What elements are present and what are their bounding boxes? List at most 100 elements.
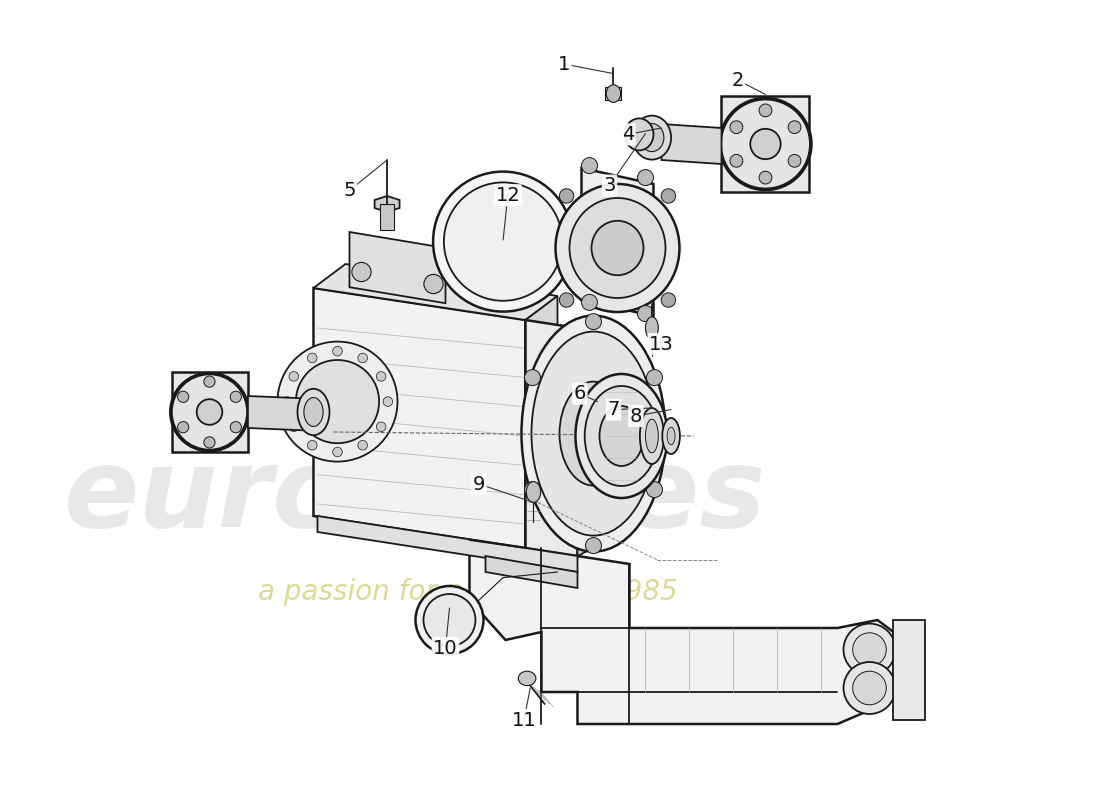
Ellipse shape (170, 373, 249, 451)
Circle shape (283, 397, 292, 406)
Circle shape (730, 121, 743, 134)
Text: 11: 11 (512, 710, 537, 730)
Ellipse shape (640, 408, 664, 464)
Circle shape (376, 371, 386, 382)
Ellipse shape (844, 662, 895, 714)
Circle shape (230, 422, 241, 433)
Circle shape (661, 189, 675, 203)
Circle shape (647, 370, 662, 386)
Text: eurospares: eurospares (64, 442, 767, 550)
Ellipse shape (297, 389, 330, 435)
Text: 6: 6 (574, 384, 586, 403)
Circle shape (383, 397, 393, 406)
Circle shape (230, 391, 241, 402)
Ellipse shape (720, 99, 811, 189)
Circle shape (204, 437, 216, 448)
Ellipse shape (575, 374, 668, 498)
Ellipse shape (632, 115, 671, 160)
Circle shape (759, 171, 772, 184)
Ellipse shape (646, 419, 658, 453)
Ellipse shape (197, 399, 222, 425)
Polygon shape (893, 620, 925, 720)
Circle shape (585, 538, 602, 554)
Circle shape (358, 353, 367, 362)
Polygon shape (485, 556, 578, 588)
Circle shape (585, 314, 602, 330)
Text: a passion for parts since 1985: a passion for parts since 1985 (258, 578, 678, 606)
Circle shape (789, 154, 801, 167)
Polygon shape (526, 296, 558, 548)
Circle shape (638, 170, 653, 186)
Text: 8: 8 (629, 406, 642, 426)
Circle shape (308, 353, 317, 362)
Ellipse shape (433, 171, 573, 312)
Circle shape (332, 346, 342, 356)
Polygon shape (172, 372, 248, 452)
Ellipse shape (585, 386, 658, 486)
Circle shape (525, 482, 540, 498)
Ellipse shape (667, 427, 675, 445)
Ellipse shape (521, 315, 666, 552)
Ellipse shape (444, 182, 562, 301)
Circle shape (296, 360, 380, 443)
Ellipse shape (556, 184, 680, 312)
Polygon shape (578, 320, 594, 556)
Text: 2: 2 (732, 70, 744, 90)
Circle shape (424, 274, 443, 294)
Ellipse shape (424, 594, 475, 646)
Ellipse shape (662, 418, 680, 454)
Circle shape (789, 121, 801, 134)
Text: 7: 7 (607, 400, 619, 419)
Circle shape (525, 370, 540, 386)
Ellipse shape (640, 123, 664, 152)
Circle shape (376, 422, 386, 432)
Circle shape (204, 376, 216, 387)
Circle shape (177, 391, 189, 402)
Text: 13: 13 (649, 334, 674, 354)
Polygon shape (470, 532, 893, 724)
Text: 9: 9 (473, 474, 485, 494)
Text: 1: 1 (558, 54, 570, 74)
Bar (605, 87, 621, 100)
Circle shape (730, 154, 743, 167)
Circle shape (560, 293, 574, 307)
Ellipse shape (592, 221, 644, 275)
Circle shape (289, 422, 298, 432)
Text: 3: 3 (603, 176, 616, 195)
Ellipse shape (560, 382, 627, 486)
Ellipse shape (625, 118, 653, 150)
Text: 5: 5 (343, 181, 355, 200)
Circle shape (358, 441, 367, 450)
Polygon shape (582, 168, 653, 316)
Circle shape (308, 441, 317, 450)
Ellipse shape (600, 406, 643, 466)
Ellipse shape (852, 671, 887, 705)
Polygon shape (318, 516, 578, 572)
Circle shape (661, 293, 675, 307)
Circle shape (647, 482, 662, 498)
Ellipse shape (646, 317, 658, 339)
Circle shape (638, 306, 653, 322)
Polygon shape (375, 196, 399, 212)
Circle shape (277, 342, 397, 462)
Polygon shape (661, 124, 722, 164)
Circle shape (289, 371, 298, 382)
Circle shape (352, 262, 371, 282)
Polygon shape (526, 320, 578, 556)
Text: 4: 4 (621, 125, 634, 144)
Ellipse shape (606, 85, 620, 102)
Circle shape (560, 189, 574, 203)
Ellipse shape (852, 633, 887, 666)
Ellipse shape (844, 624, 895, 675)
Text: 10: 10 (433, 638, 458, 658)
Polygon shape (722, 96, 810, 192)
Polygon shape (248, 396, 306, 430)
Circle shape (177, 422, 189, 433)
Ellipse shape (570, 198, 666, 298)
Circle shape (332, 447, 342, 457)
Ellipse shape (750, 129, 781, 159)
Polygon shape (314, 264, 558, 320)
Bar (379, 204, 394, 230)
Circle shape (582, 158, 597, 174)
Ellipse shape (719, 98, 812, 190)
